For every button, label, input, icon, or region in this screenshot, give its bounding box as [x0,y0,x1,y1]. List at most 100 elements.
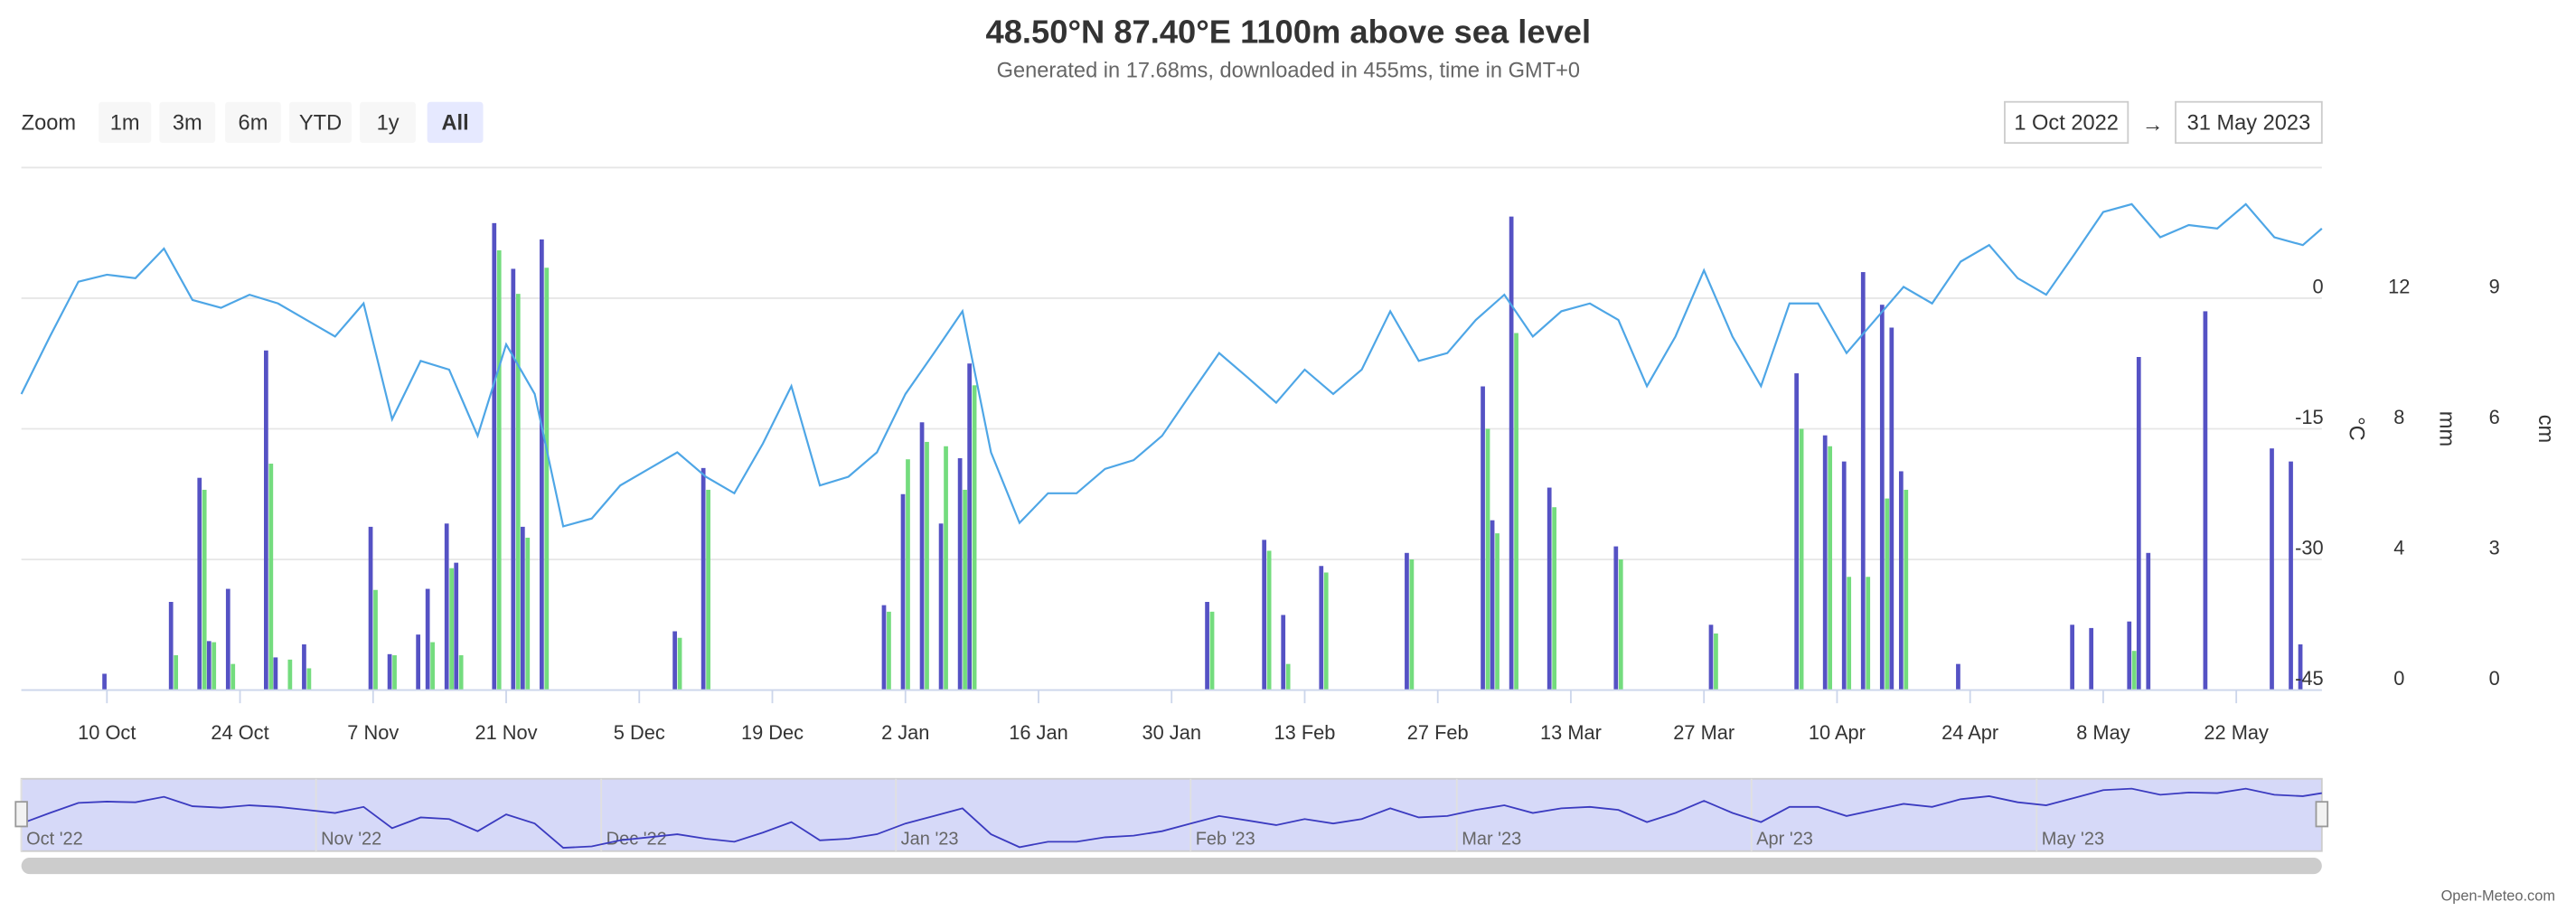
column [1613,546,1619,690]
column [520,526,525,690]
column [944,446,948,690]
zoom-button-label[interactable]: 1y [377,112,400,136]
column [672,631,677,690]
zoom-button-label[interactable]: All [441,112,468,136]
x-tick-label: 30 Jan [1142,721,1201,744]
date-to-text[interactable]: 31 May 2023 [2187,112,2311,136]
date-from-text[interactable]: 1 Oct 2022 [2014,112,2119,136]
chart-title: 48.50°N 87.40°E 1100m above sea level [986,13,1592,50]
column [174,655,179,690]
x-tick-label: 10 Apr [1809,721,1866,744]
zoom-button[interactable] [225,101,281,144]
column [287,659,293,690]
column [1898,471,1904,690]
column [1879,305,1885,690]
column [887,611,891,690]
x-tick-label: 16 Jan [1009,721,1067,744]
scrollbar[interactable] [21,857,2322,875]
column [967,363,973,690]
column [264,350,268,690]
column [1847,577,1852,690]
column [1794,373,1800,690]
column [906,459,910,690]
lines [20,202,2323,528]
column [1799,428,1804,690]
zoom-button[interactable] [360,101,416,144]
column [1262,540,1267,690]
column [425,588,430,690]
date-from[interactable]: 1 Oct 2022 [2004,100,2129,145]
column [1708,625,1714,690]
columns [102,216,2303,690]
column [1885,498,1890,690]
column [2289,461,2293,690]
date-to[interactable]: 31 May 2023 [2175,100,2323,145]
zoom-button-label[interactable]: 6m [239,112,268,136]
column [496,249,502,690]
column [1485,428,1490,690]
navigator-mask[interactable] [20,777,2323,852]
zoom-button[interactable] [288,101,353,144]
zoom-label: Zoom [22,112,76,136]
navigator-handle-right[interactable] [2315,801,2329,828]
column [1714,633,1718,690]
axis-title: cm [2534,415,2557,444]
column [2127,621,2132,690]
column [2070,625,2075,690]
zoom-button-label[interactable]: YTD [299,112,342,136]
column [206,641,212,690]
column [492,222,497,690]
column [302,643,306,690]
credits[interactable]: Open-Meteo.com [2441,888,2555,904]
column [1547,487,1552,690]
column [212,642,217,690]
column [2203,311,2208,690]
y2-tick-label: 8 [2393,406,2404,428]
navigator-label: May '23 [2042,829,2104,849]
navigator-label: Oct '22 [26,829,83,849]
column [515,294,521,690]
axes: -45 -30 -15 0 0 4 8 12 0 3 6 9 °C mm cm 10 Oct 24 Oct 7 N… [78,276,2557,745]
column [1514,333,1518,690]
column [444,523,449,690]
zoom-button[interactable] [99,101,152,144]
y-tick-label: -45 [2295,667,2324,690]
navigator: Oct '22 Nov '22 Dec '22 Jan '23 Feb '23 Mar '… [20,778,2322,851]
column [511,268,516,690]
column [416,634,421,690]
axis-title: mm [2435,411,2458,446]
navigator-label: Nov '22 [321,829,381,849]
column [368,526,373,690]
navigator-label: Jan '23 [901,829,959,849]
column [102,673,107,690]
zoom-button-label[interactable]: 1m [110,112,140,136]
date-to-box[interactable] [2175,100,2323,145]
navigator-handle-left[interactable] [14,801,28,828]
column [1319,566,1324,690]
y3-tick-label: 0 [2489,667,2500,690]
column [1209,611,1215,690]
column [706,489,710,690]
column [168,601,174,690]
date-from-box[interactable] [2004,100,2129,145]
zoom-buttons: 1m 3m 6m YTD 1y All [99,101,484,144]
column [972,385,977,690]
zoom-button[interactable] [427,101,484,144]
column [900,493,906,690]
y2-tick-label: 12 [2388,276,2410,298]
x-tick-label: 27 Feb [1407,721,1469,744]
column [2089,627,2094,690]
zoom-button[interactable] [159,101,216,144]
column [1281,615,1286,690]
column [449,568,455,690]
x-tick-label: 5 Dec [614,721,665,744]
column [458,655,464,690]
zoom-button-label[interactable]: 3m [173,112,202,136]
x-tick-label: 19 Dec [741,721,804,744]
column [1956,663,1960,690]
temperature-line [20,202,2323,528]
column [1618,559,1623,690]
x-tick-label: 24 Apr [1941,721,1998,744]
column [387,653,392,690]
column [1828,446,1833,690]
